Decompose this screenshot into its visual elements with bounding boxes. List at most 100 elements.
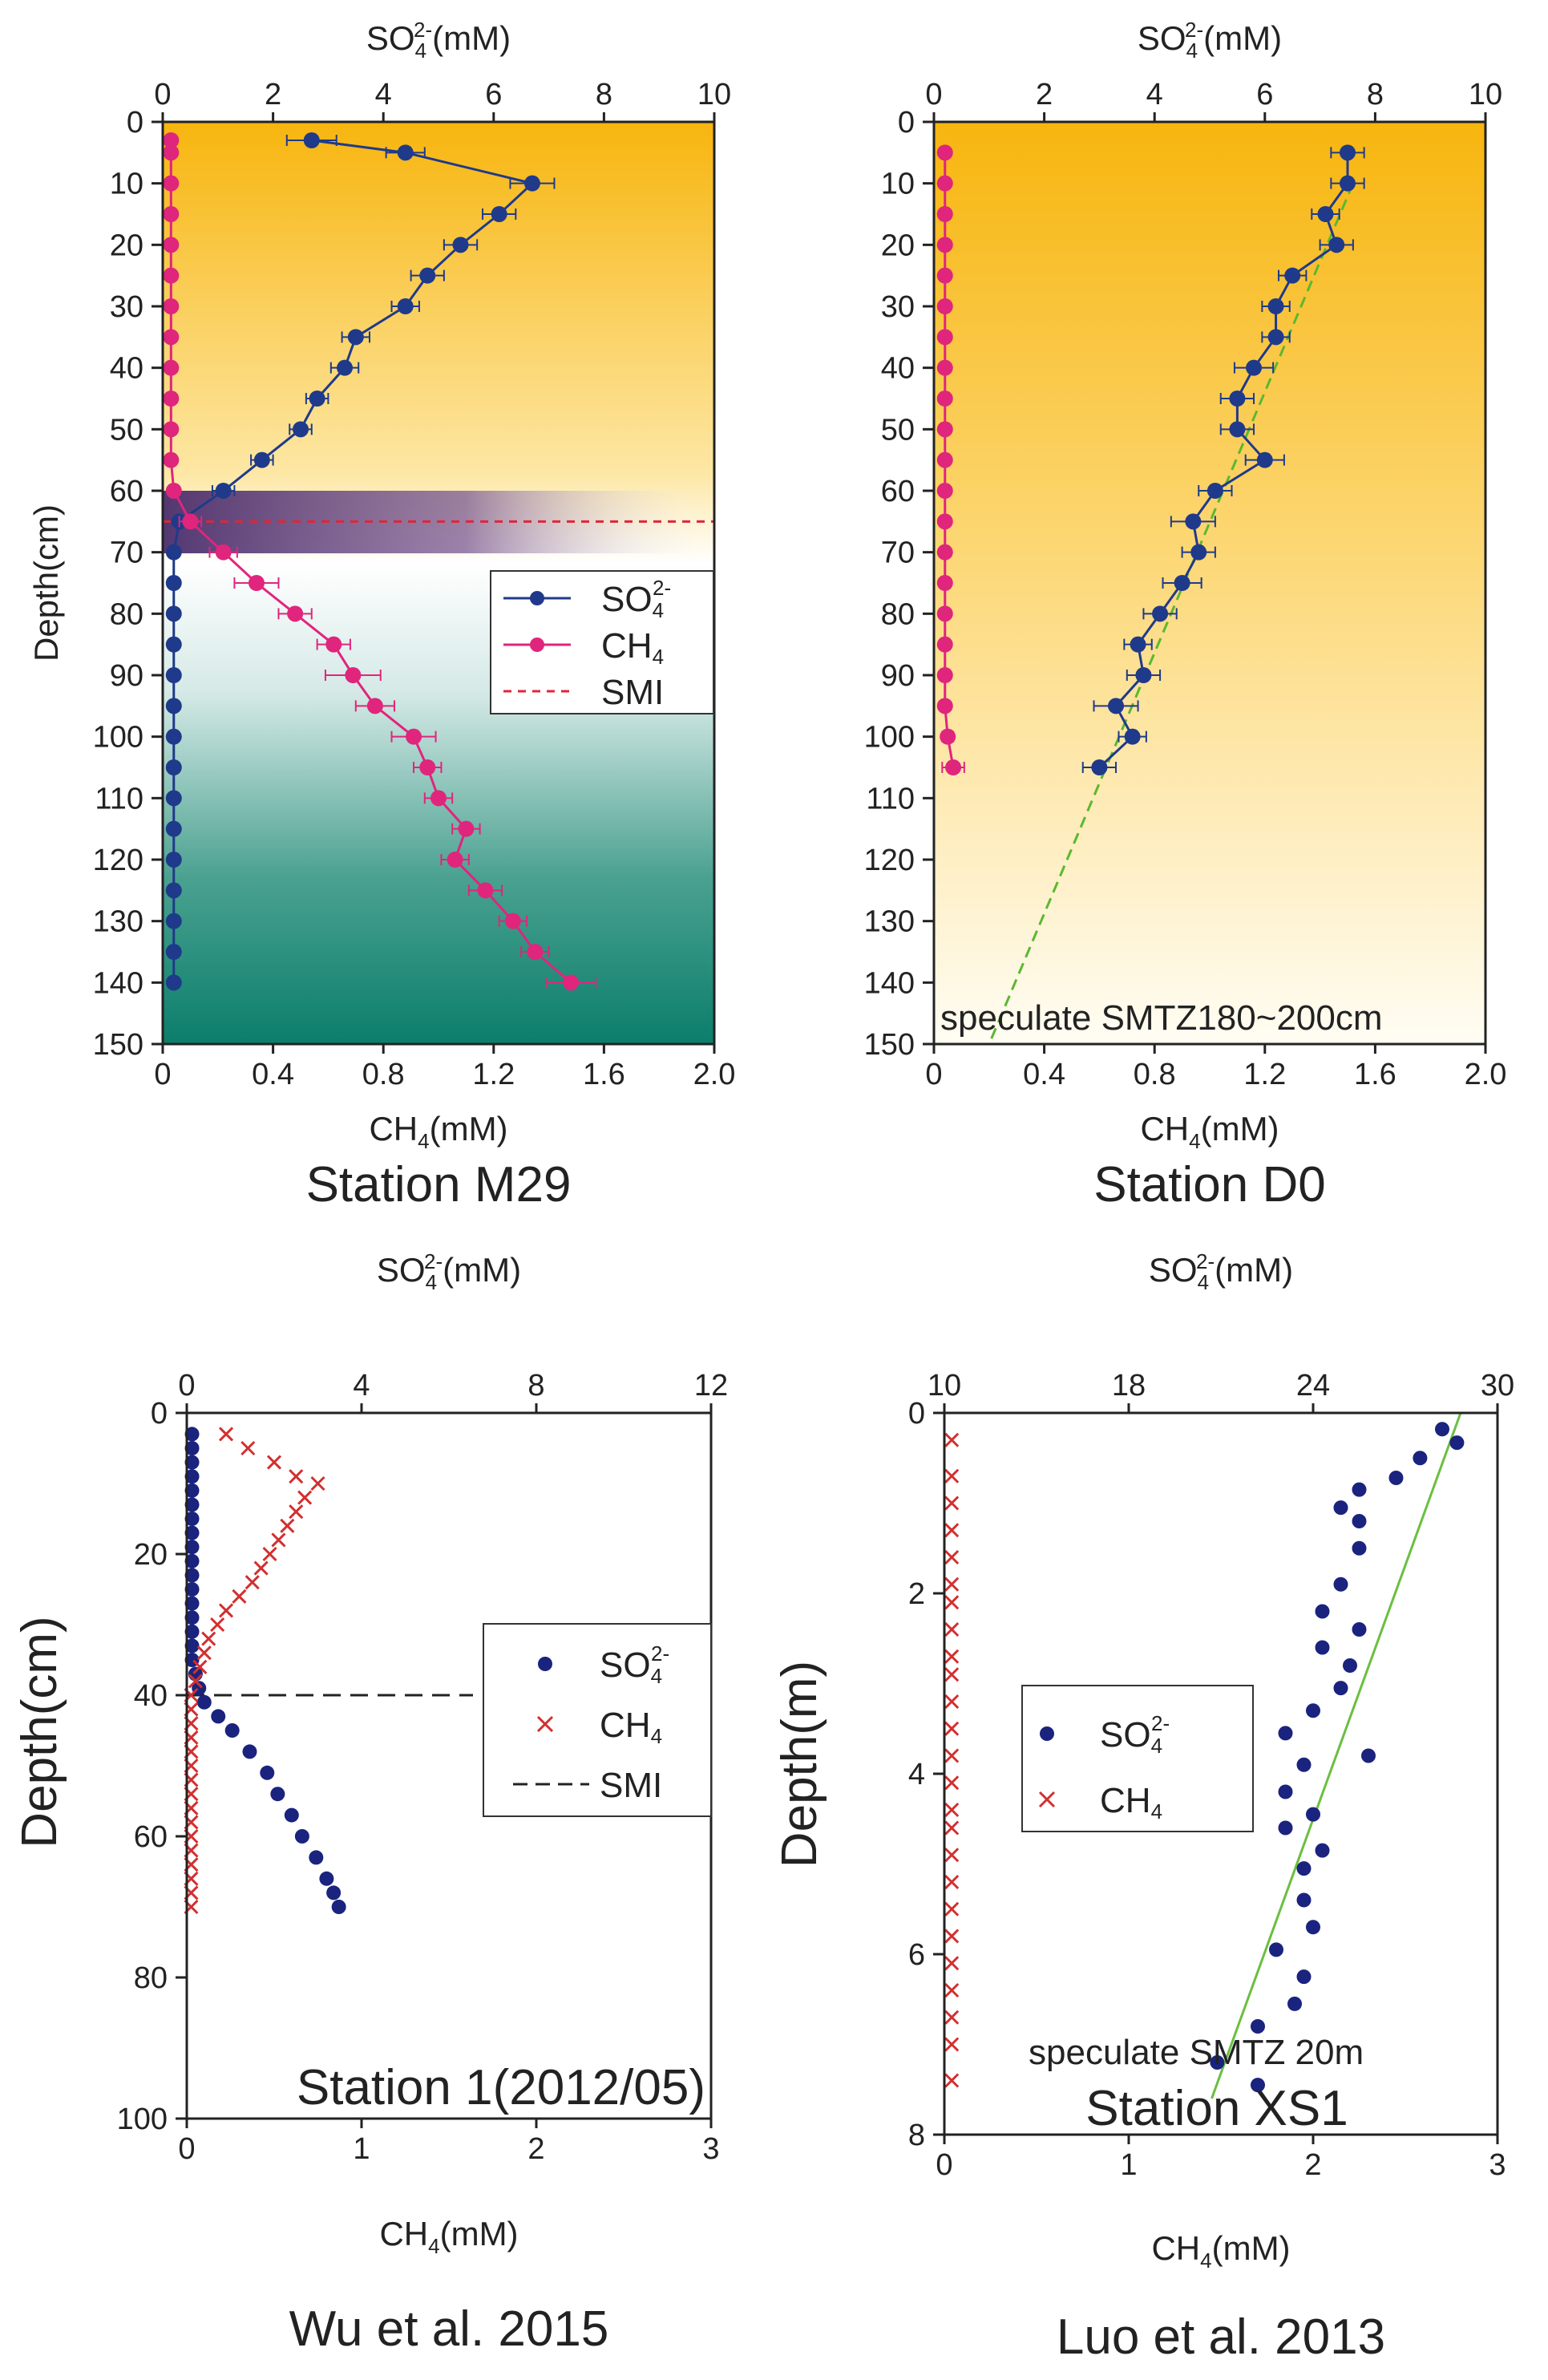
y-tick-label: 0 <box>151 1397 168 1431</box>
so4-point <box>1284 267 1301 284</box>
ch4-point <box>182 513 199 530</box>
so4-point <box>184 1483 200 1498</box>
bottom-tick-label: 1.2 <box>1243 1058 1286 1091</box>
so4-point <box>165 544 182 561</box>
legend-label-so4: SO42- <box>600 1641 669 1688</box>
ch4-point <box>447 852 463 868</box>
so4-point <box>165 759 182 775</box>
bottom-tick-label: 1 <box>353 2132 370 2166</box>
y-tick-label: 40 <box>134 1679 168 1713</box>
ch4-point <box>527 944 544 960</box>
ch4-point <box>163 132 180 148</box>
ch4-point <box>266 1455 282 1470</box>
legend-marker-ch4 <box>530 638 544 652</box>
y-tick-label: 50 <box>881 413 915 447</box>
y-tick-label: 4 <box>908 1758 925 1791</box>
so4-point <box>1124 728 1141 745</box>
so4-point <box>165 913 182 929</box>
top-tick-label: 0 <box>154 78 171 111</box>
so4-point <box>224 1723 240 1738</box>
ch4-point <box>944 1820 960 1836</box>
ch4-point <box>345 667 362 683</box>
ch4-point <box>936 605 953 622</box>
ch4-point <box>944 2037 960 2052</box>
so4-point <box>270 1787 285 1802</box>
ch4-point <box>163 237 180 253</box>
ch4-point <box>944 2073 960 2088</box>
y-tick-label: 130 <box>864 905 915 939</box>
panel-title: Luo et al. 2013 <box>1057 2309 1385 2365</box>
ch4-point <box>163 329 180 346</box>
so4-point <box>1388 1471 1404 1485</box>
top-tick-label: 12 <box>694 1369 728 1402</box>
bottom-axis-title: CH4(mM) <box>1151 2229 1290 2273</box>
panel-title: Wu et al. 2015 <box>289 2301 609 2357</box>
so4-point <box>184 1596 200 1611</box>
top-axis-title: SO42-(mM) <box>1149 1249 1293 1294</box>
top-tick-label: 10 <box>928 1369 961 1402</box>
ch4-point <box>196 1645 212 1661</box>
y-tick-label: 140 <box>864 966 915 1000</box>
so4-point <box>1296 1892 1312 1908</box>
so4-point <box>184 1540 200 1555</box>
bottom-tick-label: 2 <box>527 2132 544 2166</box>
ch4-point <box>944 1901 960 1917</box>
legend-box <box>490 570 714 714</box>
so4-point <box>1333 1577 1348 1592</box>
ch4-point <box>944 2010 960 2025</box>
y-tick-label: 100 <box>93 721 143 755</box>
so4-point <box>397 144 414 161</box>
top-tick-label: 10 <box>1469 78 1502 111</box>
so4-point <box>1315 1604 1330 1619</box>
so4-point <box>165 636 182 653</box>
bottom-tick-label: 0.8 <box>362 1058 405 1091</box>
legend-box <box>483 1623 712 1817</box>
so4-point <box>1315 1640 1330 1655</box>
so4-point <box>331 1900 346 1914</box>
so4-point <box>1152 605 1169 622</box>
so4-point <box>1185 513 1202 530</box>
ch4-point <box>936 667 953 683</box>
bottom-tick-label: 0.4 <box>252 1058 294 1091</box>
ch4-point <box>163 359 180 376</box>
so4-point <box>1130 636 1146 653</box>
so4-point <box>211 1709 226 1724</box>
ch4-point <box>192 1659 208 1674</box>
so4-point <box>165 882 182 899</box>
y-tick-label: 60 <box>881 475 915 508</box>
so4-point <box>1352 1514 1367 1528</box>
ch4-point <box>245 1575 260 1590</box>
so4-point <box>184 1441 200 1455</box>
ch4-point <box>253 1560 269 1576</box>
annotation-smtz: speculate SMTZ180~200cm <box>940 998 1383 1038</box>
legend-marker-so4 <box>538 1657 552 1671</box>
ch4-point <box>504 913 521 929</box>
top-axis-title: SO42-(mM) <box>1138 18 1282 63</box>
y-tick-label: 20 <box>110 229 143 262</box>
y-tick-label: 10 <box>110 168 143 201</box>
so4-point <box>1190 544 1207 561</box>
bottom-tick-label: 0 <box>154 1058 171 1091</box>
legend-marker-ch4 <box>1038 1791 1056 1808</box>
so4-point <box>1287 1996 1302 2011</box>
ch4-point <box>458 820 475 837</box>
legend-label-so4: SO42- <box>601 576 671 622</box>
bottom-tick-label: 2 <box>1304 2148 1321 2182</box>
ch4-point <box>366 698 383 714</box>
ch4-point <box>289 1504 304 1520</box>
so4-point <box>165 852 182 868</box>
y-tick-label: 0 <box>908 1397 925 1431</box>
top-tick-label: 30 <box>1481 1369 1514 1402</box>
y-tick-label: 70 <box>110 536 143 570</box>
y-tick-label: 120 <box>93 844 143 877</box>
top-tick-label: 6 <box>1256 78 1273 111</box>
ch4-point <box>944 1694 960 1710</box>
so4-point <box>326 1885 342 1900</box>
y-tick-label: 80 <box>134 1961 168 1995</box>
so4-point <box>1091 759 1108 775</box>
so4-point <box>1306 1807 1320 1822</box>
ch4-point <box>210 1617 225 1633</box>
y-tick-label: 0 <box>127 106 143 140</box>
so4-point <box>215 483 232 499</box>
top-tick-label: 0 <box>925 78 942 111</box>
